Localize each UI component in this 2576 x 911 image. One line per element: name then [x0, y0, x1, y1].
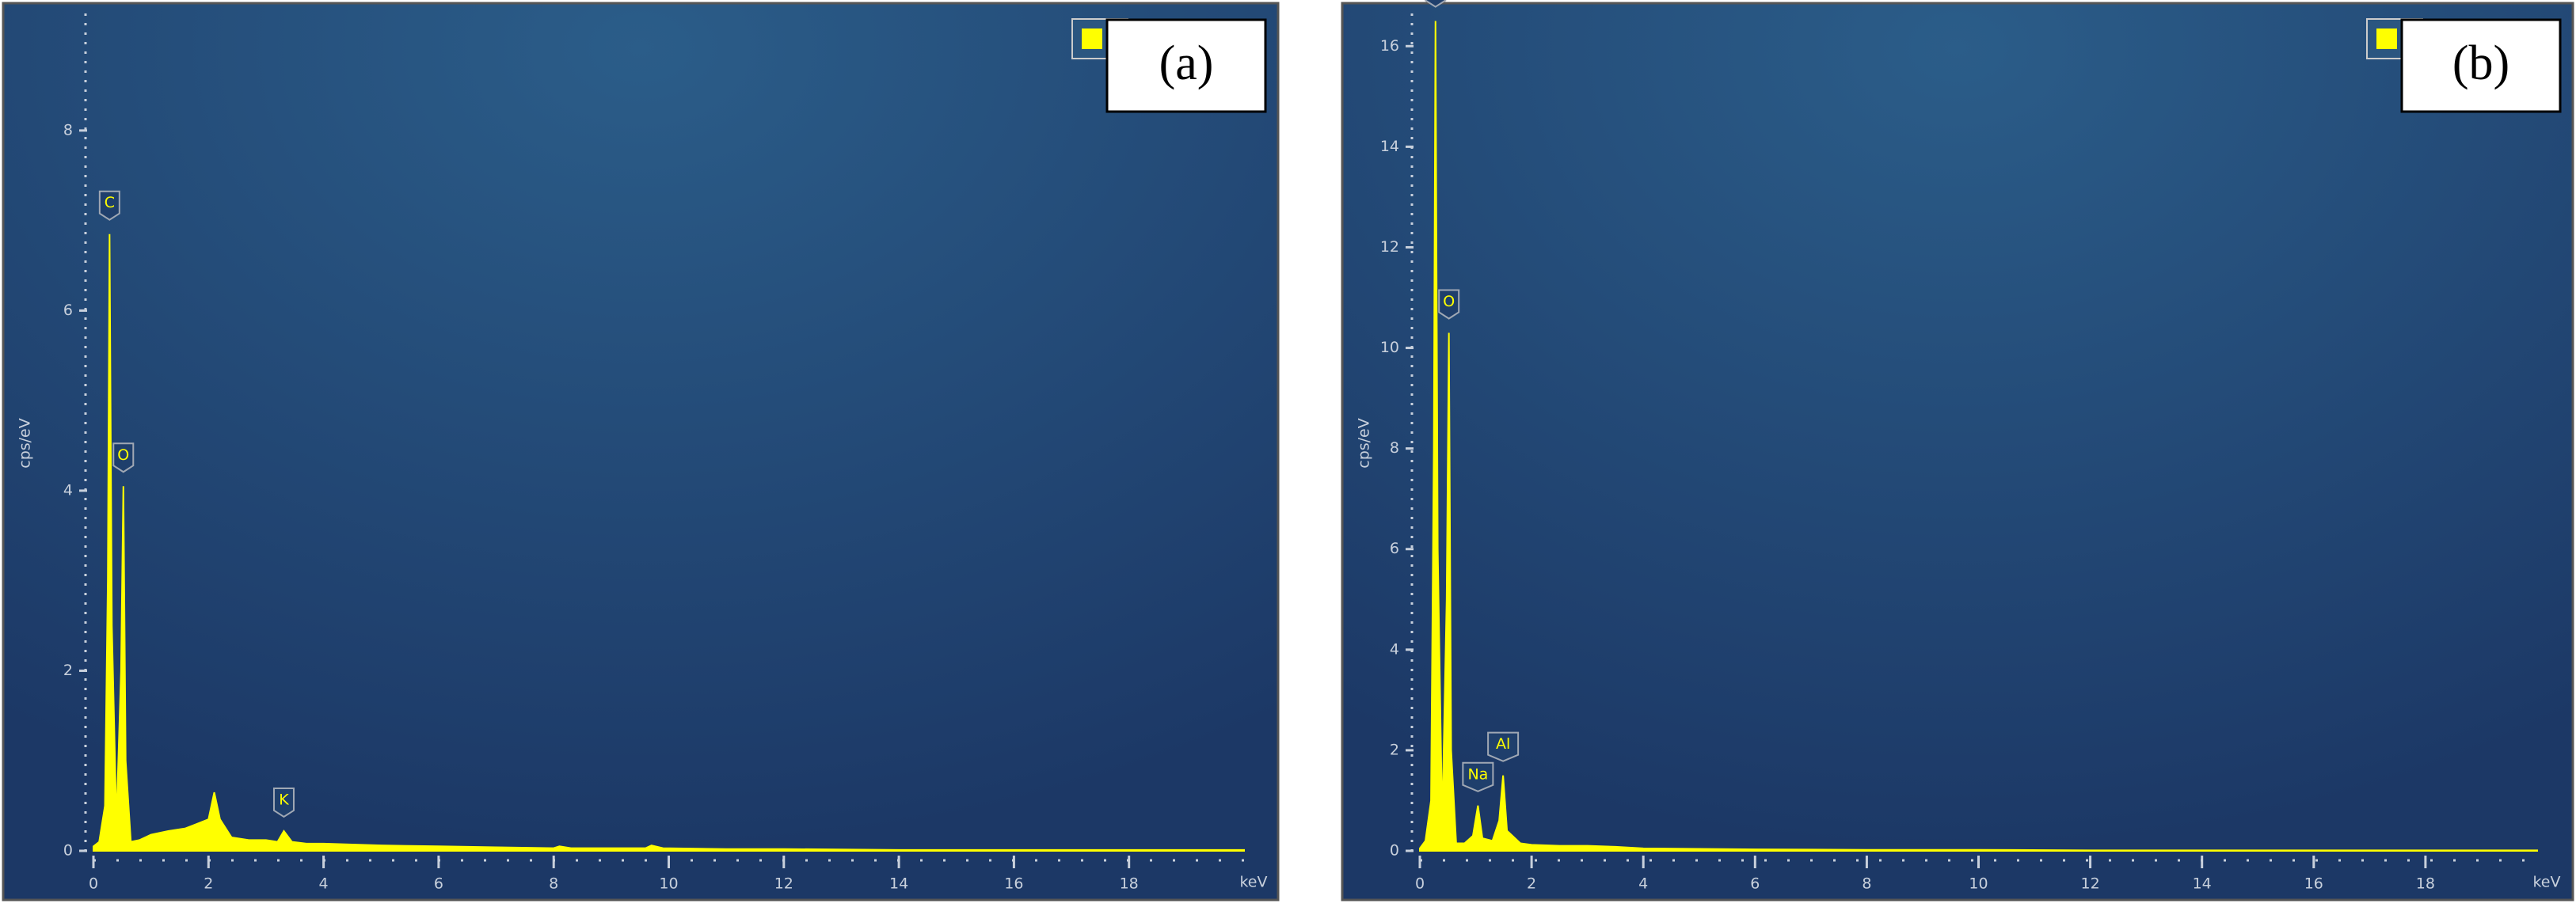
y-tick-label: 8	[1390, 439, 1399, 457]
x-tick-label: 10	[1969, 875, 1988, 893]
spectrum-panel: 0246810121416024681012141618keVcps/eVCON…	[1341, 0, 2574, 902]
peak-label: K	[279, 791, 289, 808]
x-tick-label: 2	[204, 875, 213, 893]
x-tick-label: 18	[2416, 875, 2435, 893]
x-tick-label: 2	[1527, 875, 1536, 893]
x-tick-label: 14	[889, 875, 908, 893]
panel-background	[2, 2, 1280, 902]
x-tick-label: 16	[2304, 875, 2323, 893]
peak-marker	[1462, 761, 1494, 792]
peak-label: O	[1443, 293, 1455, 310]
x-tick-label: 6	[1750, 875, 1760, 893]
peak-marker	[1438, 289, 1460, 320]
x-tick-label: 16	[1004, 875, 1023, 893]
panel-tag: (a)	[1159, 36, 1214, 90]
y-tick-label: 8	[63, 121, 73, 139]
spectrum-panel: 0 2 4 6 8 0 2 4 6 8 10 12 14 16 18 keV cps/eV C O K (a)	[2, 2, 1280, 902]
y-tick-label: 4	[1390, 640, 1399, 658]
y-tick-label: 14	[1380, 138, 1399, 155]
x-tick-label: 8	[549, 875, 558, 893]
legend-swatch	[1082, 28, 1102, 49]
y-tick-label: 12	[1380, 238, 1399, 256]
x-tick-label: 12	[2081, 875, 2100, 893]
panel-tag-box	[2400, 18, 2562, 113]
y-axis-label: cps/eV	[17, 418, 34, 469]
x-tick-label: 4	[319, 875, 329, 893]
x-tick-label: 12	[774, 875, 793, 893]
y-axis-label: cps/eV	[1356, 418, 1373, 469]
peak-marker	[98, 190, 120, 221]
peak-marker	[1487, 731, 1520, 762]
spectrum-area	[93, 233, 1245, 852]
y-tick-label: 16	[1380, 37, 1399, 55]
x-tick-label: 0	[89, 875, 98, 893]
peak-marker	[1425, 0, 1447, 8]
peak-label: Al	[1496, 735, 1510, 753]
x-axis-label: keV	[1239, 874, 1267, 891]
x-tick-label: 8	[1862, 875, 1871, 893]
x-tick-label: 10	[659, 875, 678, 893]
y-tick-label: 0	[1390, 842, 1399, 860]
y-tick-label: 0	[63, 842, 73, 860]
x-axis-label: keV	[2532, 874, 2560, 891]
peak-label: Na	[1467, 765, 1488, 783]
panel-tag-box	[1105, 18, 1267, 113]
peak-marker	[112, 442, 135, 473]
x-tick-label: 14	[2193, 875, 2212, 893]
y-tick-label: 10	[1380, 339, 1399, 356]
x-tick-label: 6	[434, 875, 443, 893]
y-tick-label: 2	[63, 662, 73, 679]
legend-swatch	[2376, 28, 2397, 49]
spectrum-area	[1419, 21, 2538, 852]
y-tick-label: 6	[1390, 540, 1399, 557]
x-tick-label: 18	[1120, 875, 1139, 893]
y-tick-label: 6	[63, 302, 73, 319]
panel-background	[1341, 2, 2574, 902]
y-tick-label: 2	[1390, 741, 1399, 758]
peak-marker	[272, 787, 295, 818]
x-tick-label: 0	[1415, 875, 1425, 893]
peak-label: C	[105, 194, 115, 211]
y-tick-label: 4	[63, 481, 73, 499]
peak-label: O	[117, 446, 129, 464]
x-tick-label: 4	[1638, 875, 1648, 893]
panel-tag: (b)	[2452, 36, 2509, 90]
